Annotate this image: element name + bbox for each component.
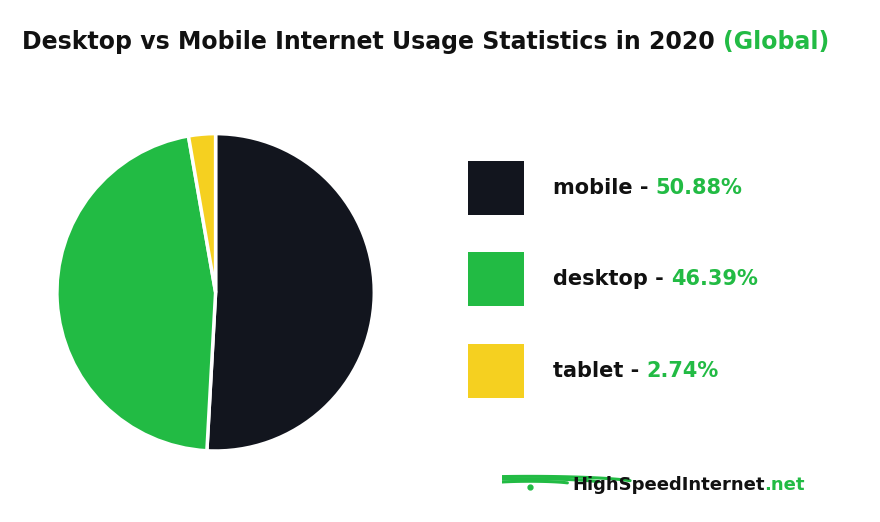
Wedge shape [188,134,216,292]
FancyBboxPatch shape [467,252,524,306]
Text: desktop -: desktop - [553,269,671,289]
FancyBboxPatch shape [467,161,524,215]
Wedge shape [207,134,374,451]
Text: 46.39%: 46.39% [671,269,758,289]
Text: mobile -: mobile - [553,177,656,198]
Text: HighSpeedInternet: HighSpeedInternet [572,477,765,494]
Text: 2.74%: 2.74% [646,361,718,381]
Text: Desktop vs Mobile Internet Usage Statistics in 2020: Desktop vs Mobile Internet Usage Statist… [22,30,723,54]
Text: tablet -: tablet - [553,361,646,381]
FancyBboxPatch shape [467,343,524,398]
Wedge shape [57,136,216,451]
Text: (Global): (Global) [723,30,829,54]
Text: .net: .net [765,477,805,494]
Text: 50.88%: 50.88% [656,177,742,198]
